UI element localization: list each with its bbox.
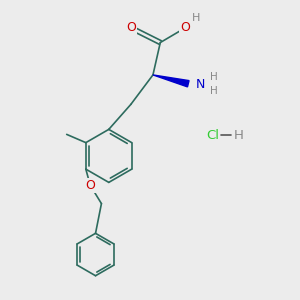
- Polygon shape: [153, 75, 189, 87]
- Text: O: O: [126, 21, 136, 34]
- Text: H: H: [192, 14, 201, 23]
- Text: O: O: [180, 21, 190, 34]
- Text: N: N: [196, 78, 205, 91]
- Text: O: O: [85, 179, 95, 192]
- Text: H: H: [234, 129, 244, 142]
- Text: H: H: [210, 72, 218, 82]
- Text: Cl: Cl: [206, 129, 219, 142]
- Text: H: H: [210, 86, 218, 96]
